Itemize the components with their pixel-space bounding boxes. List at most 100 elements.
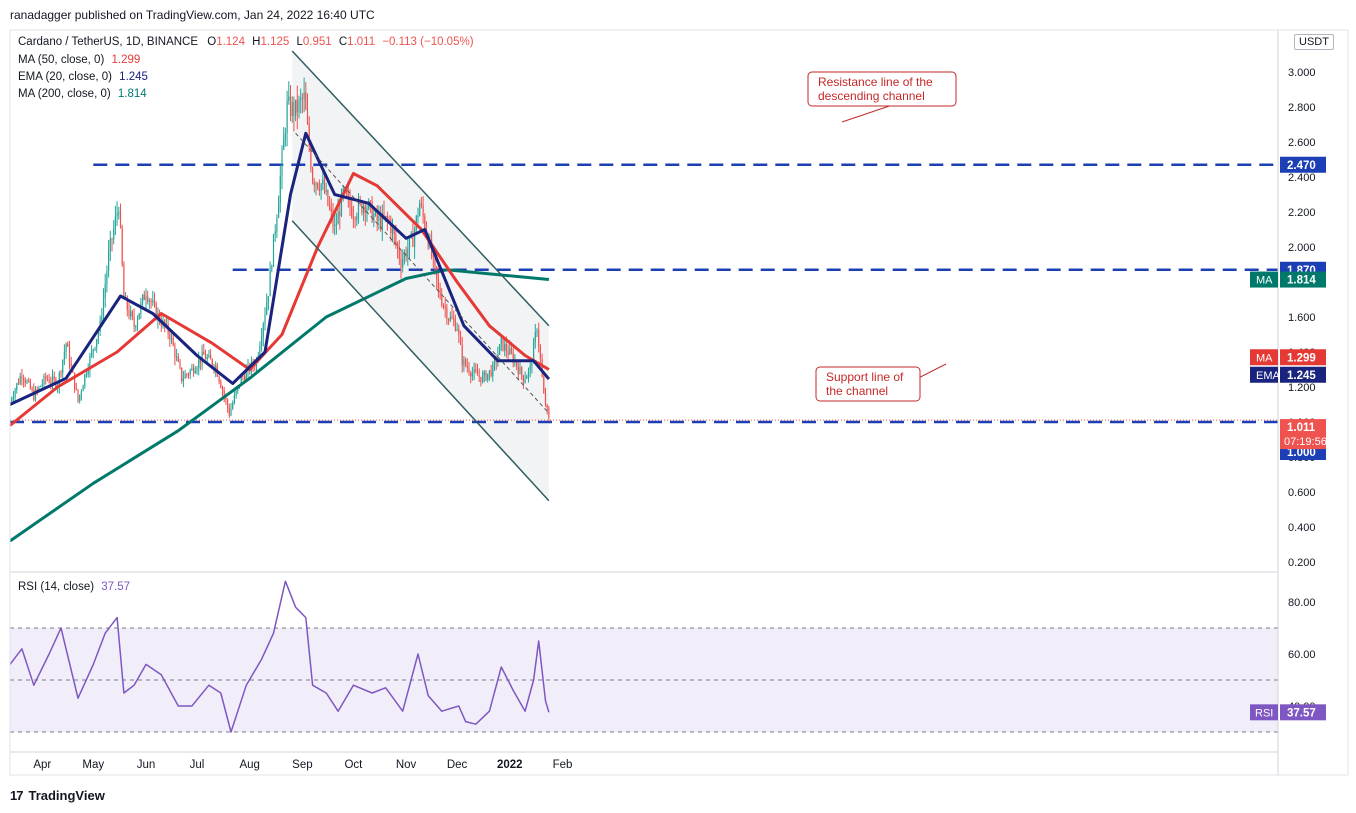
candle-body — [198, 359, 200, 369]
candle-body — [322, 178, 324, 185]
month-label-Feb: Feb — [553, 759, 573, 771]
candle-body — [92, 349, 94, 351]
close-label: C — [338, 36, 348, 48]
candle-body — [14, 389, 16, 398]
candle-body — [138, 313, 140, 320]
candle-body — [485, 371, 487, 380]
symbol-legend[interactable]: Cardano / TetherUS, 1D, BINANCE O1.124 H… — [18, 36, 474, 48]
candle-body — [193, 367, 195, 374]
candle-body — [507, 351, 509, 355]
candle-body — [50, 382, 52, 384]
month-label-Jul: Jul — [190, 759, 205, 771]
candle-body — [456, 328, 458, 331]
rsi-line — [9, 580, 550, 733]
candle-body — [75, 388, 77, 390]
price-tag-1.814-series: MA — [1256, 275, 1273, 287]
month-label-May: May — [82, 759, 104, 771]
candle-body — [233, 395, 235, 404]
candle-body — [211, 359, 213, 366]
price-tag-text: 1.245 — [1287, 370, 1316, 382]
candle-body — [85, 373, 88, 375]
ma200-label: MA (200, close, 0) — [18, 88, 111, 100]
candle-body — [29, 380, 31, 389]
candle-body — [352, 216, 354, 219]
candle-body — [101, 317, 103, 321]
candle-body — [169, 334, 171, 340]
candle-body — [386, 216, 388, 220]
candle-body — [36, 389, 38, 391]
ema20-legend[interactable]: EMA (20, close, 0) 1.245 — [18, 71, 148, 83]
candle-body — [527, 369, 530, 377]
rsi-legend[interactable]: RSI (14, close) 37.57 — [18, 581, 130, 593]
candle-body — [278, 202, 280, 218]
ma200-legend[interactable]: MA (200, close, 0) 1.814 — [18, 88, 147, 100]
ma50-line — [9, 172, 550, 427]
candle-body — [478, 375, 480, 377]
candle-body — [320, 184, 322, 192]
price-tick-label: 0.600 — [1288, 487, 1316, 499]
level-tag-2.470: 2.470 — [1280, 156, 1326, 173]
candle-body — [267, 296, 269, 303]
candle-body — [471, 373, 473, 377]
support-line — [291, 220, 550, 502]
candle-body — [181, 367, 183, 381]
change-value: −0.113 (−10.05%) — [382, 36, 474, 48]
candle-body — [538, 330, 540, 347]
candle-body — [534, 332, 536, 342]
candle-body — [150, 300, 152, 303]
price-tag-1.011-box — [1280, 419, 1326, 450]
price-tick-label: 2.200 — [1288, 207, 1316, 219]
candle-body — [289, 96, 292, 117]
level-tag-2.470-box — [1280, 156, 1326, 173]
price-tag-text: 1.011 — [1287, 422, 1316, 434]
rsi-tick-label: 60.00 — [1288, 649, 1316, 661]
price-tick-label: 2.800 — [1288, 102, 1316, 114]
price-tick-label: 3.000 — [1288, 67, 1316, 79]
candle-body — [87, 369, 89, 374]
candle-body — [259, 345, 261, 356]
candle-body — [437, 279, 439, 289]
candle-body — [145, 296, 147, 300]
candle-body — [441, 297, 443, 306]
candle-body — [179, 361, 181, 368]
candle-body — [465, 359, 467, 366]
candle-body — [461, 344, 463, 366]
candle-body — [126, 297, 128, 310]
ma50-value: 1.299 — [111, 54, 141, 66]
candle-body — [153, 300, 156, 304]
candle-body — [323, 178, 326, 192]
candle-body — [526, 376, 528, 379]
tradingview-brand[interactable]: 17 TradingView — [10, 788, 105, 803]
candle-body — [133, 316, 135, 327]
candle-body — [218, 376, 220, 382]
candle-body — [351, 206, 353, 217]
candle-body — [131, 311, 133, 317]
candle-body — [104, 284, 106, 298]
candle-body — [531, 363, 533, 367]
low-value: 0.951 — [302, 36, 332, 48]
candle-body — [432, 256, 434, 258]
ma50-legend[interactable]: MA (50, close, 0) 1.299 — [18, 54, 140, 66]
candle-body — [293, 101, 295, 116]
candle-body — [407, 248, 409, 257]
candle-body — [242, 375, 244, 377]
candle-body — [196, 368, 198, 372]
candle-body — [147, 296, 149, 302]
open-value: 1.124 — [216, 36, 245, 48]
price-tag-1.245-box — [1280, 366, 1326, 383]
candle-body — [143, 294, 145, 300]
candle-body — [119, 211, 122, 227]
currency-unit[interactable]: USDT — [1294, 34, 1334, 50]
rsi-value-text: 37.57 — [1287, 707, 1316, 719]
candle-body — [482, 375, 484, 382]
candle-body — [291, 101, 293, 117]
candle-body — [279, 175, 281, 203]
candle-body — [182, 378, 184, 381]
month-label-Aug: Aug — [239, 759, 259, 771]
candle-body — [510, 348, 513, 353]
candle-body — [536, 330, 538, 333]
month-label-2022: 2022 — [497, 759, 523, 771]
candle-body — [480, 376, 482, 382]
